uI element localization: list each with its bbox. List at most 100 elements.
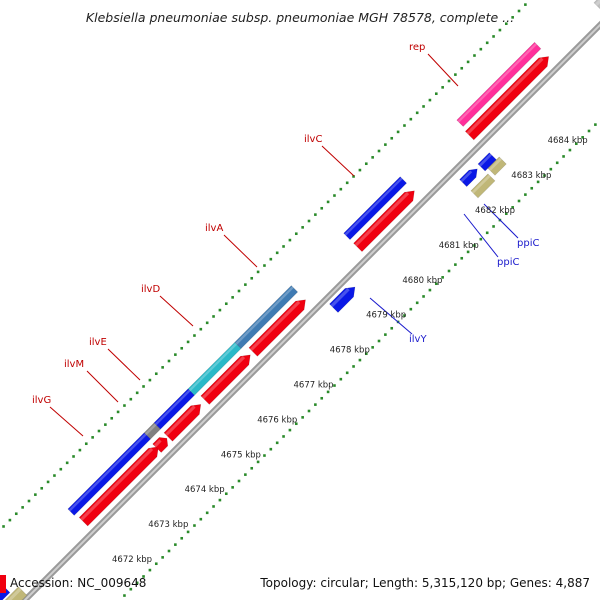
outer-tick-dot: [40, 486, 44, 490]
forward-cds-ilvC-highlight: [344, 177, 403, 236]
forward-cds-rep[interactable]: [456, 41, 542, 127]
outer-tick-dot: [485, 41, 489, 45]
outer-tick-dot: [237, 289, 241, 293]
outer-tick-dot: [116, 410, 120, 414]
forward-cds-ilvC[interactable]: [343, 176, 408, 241]
outer-tick-dot: [263, 264, 266, 267]
gene-label-ilvA[interactable]: ilvA: [205, 223, 223, 234]
outer-tick-dot: [275, 251, 279, 255]
outer-tick-dot: [320, 206, 324, 210]
outer-tick-dot: [384, 143, 387, 146]
inner-tick-dots: [123, 123, 597, 597]
reverse-cds-b[interactable]: [200, 354, 251, 405]
tick-label-4675: 4675 kbp: [221, 450, 261, 460]
inner-tick-dot: [524, 193, 527, 196]
outer-tick-dot: [333, 194, 336, 197]
inner-tick-dot: [244, 473, 247, 476]
gene-label-ilvM[interactable]: ilvM: [64, 359, 84, 370]
inner-tick-dot: [479, 237, 483, 241]
outer-tick-dot: [97, 429, 101, 433]
inner-tick-dot: [594, 123, 597, 126]
gene-label-ilvE[interactable]: ilvE: [89, 337, 107, 348]
outer-tick-dot: [282, 245, 285, 248]
tick-label-4677: 4677 kbp: [294, 381, 334, 391]
inner-tick-dot: [568, 148, 572, 152]
outer-tick-dot: [371, 156, 374, 159]
outer-tick-dot: [504, 22, 508, 26]
ppiC-cds-1[interactable]: [459, 168, 478, 188]
outer-tick-dot: [161, 366, 164, 369]
leader-line-ilvC: [321, 145, 355, 177]
inner-tick-dot: [492, 225, 495, 228]
outer-tick-dot: [492, 35, 495, 38]
pseudo-feature-bottom[interactable]: [0, 586, 28, 600]
inner-tick-dot: [485, 231, 489, 235]
inner-tick-dot: [358, 358, 362, 362]
reverse-cds-c[interactable]: [248, 299, 306, 357]
leader-line-ilvA: [223, 234, 258, 268]
outer-tick-dot: [91, 436, 94, 439]
outer-tick-dot: [205, 321, 209, 325]
ilvY-cds[interactable]: [329, 286, 356, 313]
outer-tick-dot: [174, 353, 177, 356]
inner-tick-dot: [123, 594, 126, 597]
outer-tick-dot: [180, 346, 184, 350]
gene-label-ppiC[interactable]: ppiC: [517, 238, 539, 249]
gene-label-ilvC[interactable]: ilvC: [304, 134, 322, 145]
leader-line-ilvY: [369, 297, 413, 335]
outer-tick-dot: [53, 474, 56, 477]
outer-tick-dot: [517, 9, 521, 13]
pseudo-feature-1[interactable]: [470, 173, 496, 199]
outer-tick-dot: [123, 404, 126, 407]
outer-tick-dot: [307, 219, 311, 223]
inner-tick-dot: [473, 244, 476, 247]
gene-label-rep[interactable]: rep: [409, 42, 425, 53]
gene-label-ilvD[interactable]: ilvD: [141, 284, 160, 295]
outer-tick-dot: [78, 448, 82, 452]
inner-tick-dot: [135, 581, 139, 585]
outer-tick-dot: [212, 315, 215, 318]
reverse-cds-c-highlight: [249, 300, 301, 351]
outer-tick-dot: [396, 130, 400, 134]
pseudo-feature-2[interactable]: [487, 156, 507, 176]
outer-tick-dot: [409, 117, 413, 121]
reverse-cds-small[interactable]: [152, 437, 169, 453]
pseudo-feature-2-highlight: [488, 157, 502, 171]
ppiC-cds-1-highlight: [460, 170, 473, 183]
inner-tick-dot: [205, 511, 209, 515]
inner-tick-dot: [224, 492, 228, 496]
reverse-cds-d[interactable]: [353, 190, 415, 253]
tick-label-4682: 4682 kbp: [475, 206, 515, 216]
outer-tick-dot: [46, 480, 50, 484]
gene-label-ilvG[interactable]: ilvG: [32, 395, 51, 406]
reverse-cds-e[interactable]: [464, 56, 550, 141]
inner-tick-dot: [415, 301, 419, 305]
accession-text: Accession: NC_009648: [10, 576, 147, 590]
ppiC-cds-2[interactable]: [477, 152, 497, 172]
reverse-cds-a[interactable]: [163, 404, 202, 442]
forward-cds-ilvA[interactable]: [234, 285, 299, 349]
inner-tick-dot: [428, 288, 432, 292]
outer-tick-dot: [186, 340, 190, 344]
reverse-cds-b-highlight: [201, 355, 246, 400]
outer-tick-dot: [59, 467, 63, 471]
outer-tick-dot: [288, 238, 292, 242]
ppiC-cds-2-highlight: [478, 153, 492, 167]
outer-tick-dot: [110, 416, 114, 420]
outer-tick-dot: [479, 47, 483, 51]
reverse-cds-left[interactable]: [78, 446, 159, 527]
inner-tick-dot: [409, 307, 413, 311]
leader-line-ilvM: [86, 370, 119, 403]
inner-tick-dot: [530, 186, 534, 190]
inner-tick-dot: [517, 199, 521, 203]
inner-tick-dot: [549, 167, 553, 171]
outer-tick-dot: [14, 512, 18, 516]
inner-tick-dot: [180, 536, 184, 540]
inner-tick-dot: [148, 568, 152, 572]
inner-tick-dot: [218, 498, 222, 502]
inner-tick-dot: [434, 282, 438, 286]
gene-label-ppiC[interactable]: ppiC: [497, 257, 519, 268]
gene-label-ilvY[interactable]: ilvY: [409, 334, 427, 345]
